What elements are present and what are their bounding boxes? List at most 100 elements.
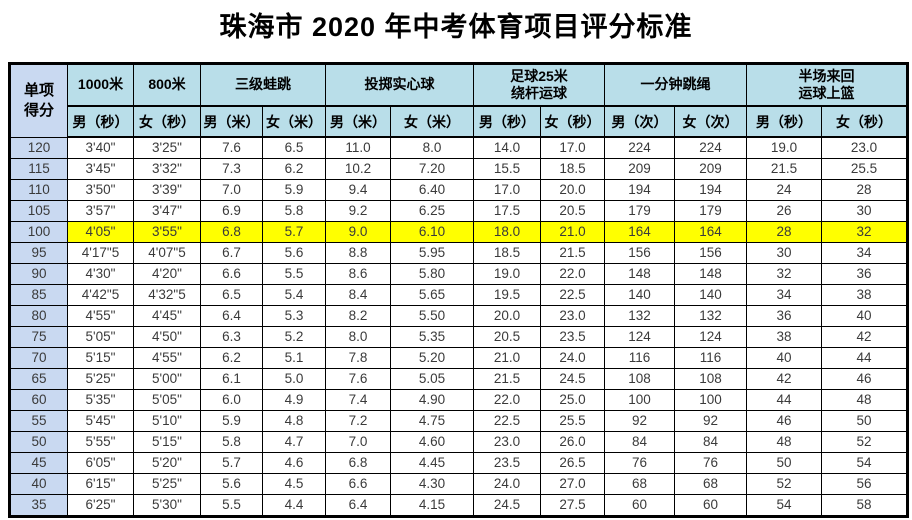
value-cell: 5.4	[262, 284, 326, 306]
value-cell: 140	[604, 284, 675, 306]
value-cell: 21.0	[473, 347, 541, 369]
value-cell: 4'17"5	[67, 242, 134, 264]
value-cell: 4.15	[390, 494, 474, 517]
value-cell: 7.0	[325, 431, 391, 453]
table-header: 单项 得分 1000米 800米 三级蛙跳 投掷实心球 足球25米 绕杆运球 一分钟跳绳 半场…	[9, 63, 908, 138]
value-cell: 5.65	[390, 284, 474, 306]
page-title: 珠海市 2020 年中考体育项目评分标准	[219, 12, 693, 42]
value-cell: 3'25"	[133, 136, 201, 159]
score-cell: 85	[9, 284, 68, 306]
value-cell: 4.4	[262, 494, 326, 517]
value-cell: 84	[604, 431, 675, 453]
table-row: 75 5'05" 4'50" 6.3 5.2 8.0 5.35 20.5 23.5 124 124 3…	[9, 326, 908, 348]
value-cell: 4.9	[262, 389, 326, 411]
score-cell: 35	[9, 494, 68, 517]
score-cell: 105	[9, 200, 68, 222]
table-row: 80 4'55" 4'45" 6.4 5.3 8.2 5.50 20.0 23.0 132 132 3…	[9, 305, 908, 327]
column-subheader: 男（秒）	[67, 105, 134, 138]
value-cell: 6.40	[390, 179, 474, 201]
value-cell: 3'55"	[133, 221, 201, 243]
value-cell: 164	[604, 221, 675, 243]
value-cell: 21.0	[540, 221, 605, 243]
column-group-header: 一分钟跳绳	[604, 63, 747, 107]
value-cell: 23.5	[540, 326, 605, 348]
score-cell: 45	[9, 452, 68, 474]
value-cell: 6.3	[200, 326, 263, 348]
value-cell: 19.5	[473, 284, 541, 306]
header-group-row: 单项 得分 1000米 800米 三级蛙跳 投掷实心球 足球25米 绕杆运球 一分钟跳绳 半场…	[9, 63, 908, 138]
table-row: 70 5'15" 4'55" 6.2 5.1 7.8 5.20 21.0 24.0 116 116 4…	[9, 347, 908, 369]
value-cell: 25.0	[540, 389, 605, 411]
column-group-header: 三级蛙跳	[200, 63, 326, 107]
value-cell: 5'35"	[67, 389, 134, 411]
table-row: 40 6'15" 5'25" 5.6 4.5 6.6 4.30 24.0 27.0 68 68 52 5…	[9, 473, 908, 495]
value-cell: 3'32"	[133, 158, 201, 180]
value-cell: 4'32"5	[133, 284, 201, 306]
table-row: 55 5'45" 5'10" 5.9 4.8 7.2 4.75 22.5 25.5 92 92 46 5…	[9, 410, 908, 432]
value-cell: 28	[821, 179, 908, 201]
value-cell: 22.0	[540, 263, 605, 285]
value-cell: 17.0	[540, 136, 605, 159]
value-cell: 7.4	[325, 389, 391, 411]
table-body: 120 3'40" 3'25" 7.6 6.5 11.0 8.0 14.0 17.0 224 224…	[9, 136, 908, 517]
value-cell: 6.2	[200, 347, 263, 369]
table-row: 115 3'45" 3'32" 7.3 6.2 10.2 7.20 15.5 18.5 209 20…	[9, 158, 908, 180]
value-cell: 5.0	[262, 368, 326, 390]
value-cell: 5.7	[200, 452, 263, 474]
value-cell: 194	[604, 179, 675, 201]
value-cell: 52	[746, 473, 822, 495]
table-row: 35 6'25" 5'30" 5.5 4.4 6.4 4.15 24.5 27.5 60 60 54 5…	[9, 494, 908, 517]
value-cell: 58	[821, 494, 908, 517]
value-cell: 32	[746, 263, 822, 285]
value-cell: 5.35	[390, 326, 474, 348]
value-cell: 6.1	[200, 368, 263, 390]
value-cell: 5'55"	[67, 431, 134, 453]
value-cell: 48	[746, 431, 822, 453]
value-cell: 24.0	[473, 473, 541, 495]
score-cell: 110	[9, 179, 68, 201]
value-cell: 21.5	[746, 158, 822, 180]
score-cell: 65	[9, 368, 68, 390]
value-cell: 132	[604, 305, 675, 327]
value-cell: 4'05"	[67, 221, 134, 243]
column-subheader: 女（秒）	[540, 105, 605, 138]
value-cell: 23.0	[540, 305, 605, 327]
score-cell: 100	[9, 221, 68, 243]
table-row: 45 6'05" 5'20" 5.7 4.6 6.8 4.45 23.5 26.5 76 76 50 5…	[9, 452, 908, 474]
value-cell: 8.2	[325, 305, 391, 327]
table-row: 95 4'17"5 4'07"5 6.7 5.6 8.8 5.95 18.5 21.5 156 15…	[9, 242, 908, 264]
value-cell: 17.0	[473, 179, 541, 201]
value-cell: 6.25	[390, 200, 474, 222]
value-cell: 76	[674, 452, 747, 474]
value-cell: 6.5	[200, 284, 263, 306]
column-subheader: 男（米）	[325, 105, 391, 138]
value-cell: 40	[821, 305, 908, 327]
value-cell: 6'15"	[67, 473, 134, 495]
value-cell: 5.8	[262, 200, 326, 222]
value-cell: 4'07"5	[133, 242, 201, 264]
value-cell: 3'45"	[67, 158, 134, 180]
value-cell: 5'00"	[133, 368, 201, 390]
value-cell: 209	[604, 158, 675, 180]
value-cell: 92	[604, 410, 675, 432]
value-cell: 19.0	[746, 136, 822, 159]
value-cell: 5.20	[390, 347, 474, 369]
value-cell: 7.20	[390, 158, 474, 180]
value-cell: 6'25"	[67, 494, 134, 517]
value-cell: 156	[674, 242, 747, 264]
value-cell: 5.7	[262, 221, 326, 243]
value-cell: 4'45"	[133, 305, 201, 327]
column-subheader: 男（秒）	[473, 105, 541, 138]
value-cell: 5.9	[200, 410, 263, 432]
value-cell: 7.3	[200, 158, 263, 180]
value-cell: 18.5	[540, 158, 605, 180]
value-cell: 21.5	[473, 368, 541, 390]
value-cell: 42	[821, 326, 908, 348]
value-cell: 27.5	[540, 494, 605, 517]
value-cell: 23.5	[473, 452, 541, 474]
value-cell: 84	[674, 431, 747, 453]
value-cell: 52	[821, 431, 908, 453]
score-cell: 115	[9, 158, 68, 180]
value-cell: 6.2	[262, 158, 326, 180]
column-subheader: 男（米）	[200, 105, 263, 138]
